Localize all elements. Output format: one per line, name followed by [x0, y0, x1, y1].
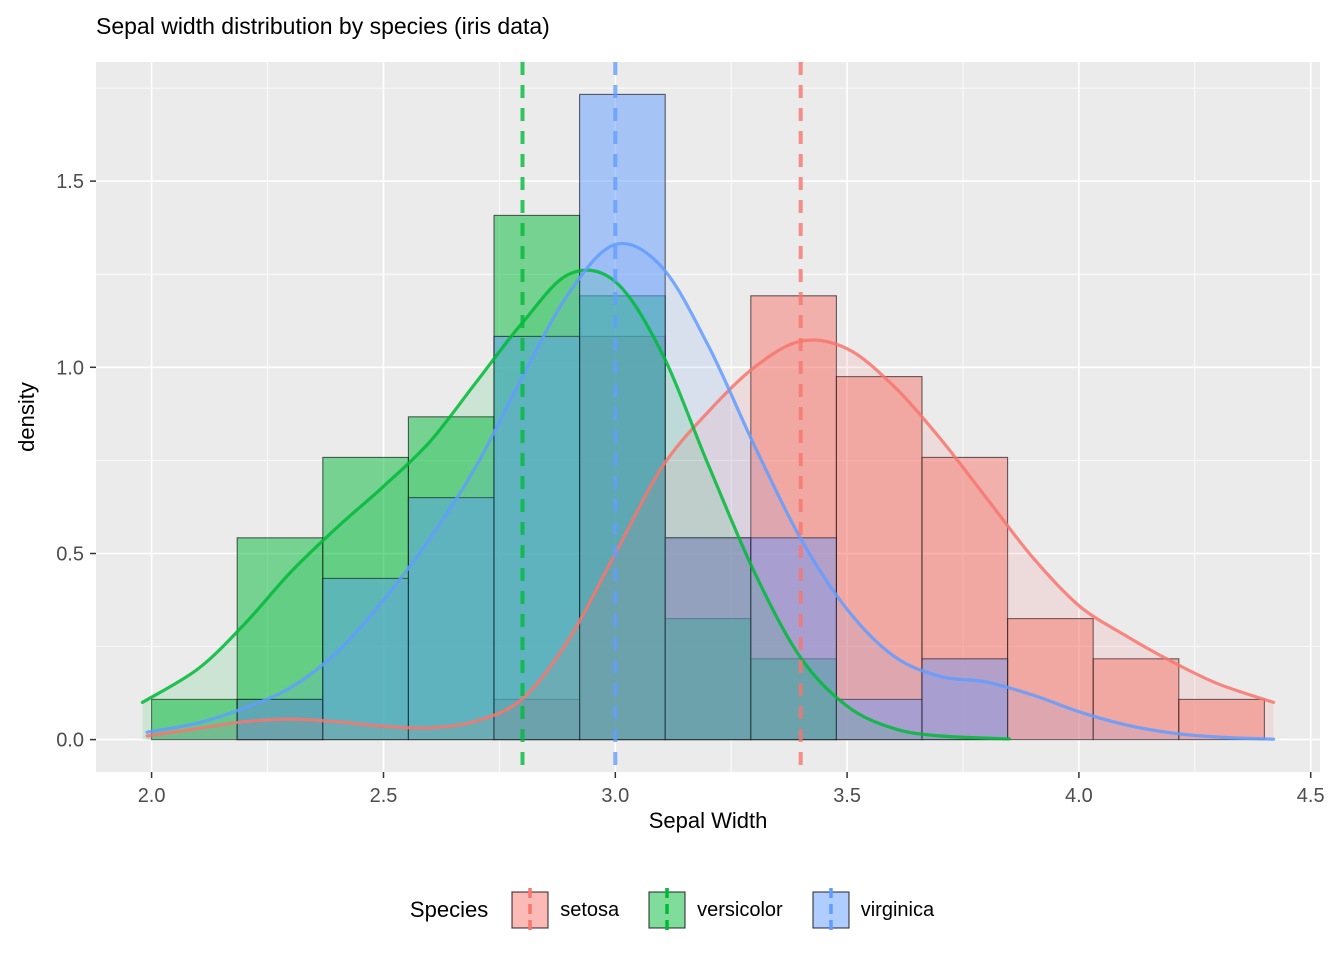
legend-item-versicolor: versicolor [647, 887, 783, 933]
legend-label: virginica [860, 898, 935, 921]
legend-label: setosa [560, 898, 620, 921]
y-tick-label: 1.0 [56, 357, 84, 379]
legend-items: setosa versicolor virginica [510, 887, 934, 933]
x-tick-label: 3.0 [601, 785, 629, 807]
legend: Species setosa versicolor virginica [0, 880, 1344, 940]
x-tick-label: 3.5 [833, 785, 861, 807]
density-fill-versicolor [142, 270, 1010, 740]
chart-title: Sepal width distribution by species (iri… [96, 13, 550, 39]
y-tick-label: 0.5 [56, 544, 84, 566]
legend-key-swatch-virginica [812, 888, 850, 932]
histogram-bar-virginica [322, 577, 409, 741]
histogram-bar-virginica [921, 658, 1009, 741]
legend-key-swatch-setosa [511, 888, 549, 932]
y-axis-title: density [14, 382, 39, 452]
legend-title: Species [409, 897, 489, 922]
density-fill-virginica [147, 243, 1274, 740]
x-tick-label: 4.5 [1297, 785, 1325, 807]
x-axis-title: Sepal Width [648, 808, 768, 833]
legend-label: versicolor [697, 898, 783, 921]
x-tick-label: 2.0 [138, 785, 166, 807]
x-tick-label: 4.0 [1065, 785, 1093, 807]
histogram-bar-setosa [1178, 698, 1265, 741]
legend-key-swatch-versicolor [648, 888, 686, 932]
density-curve-virginica [145, 241, 1276, 741]
histogram-bar-virginica [664, 537, 752, 741]
histogram-bar-virginica [407, 497, 495, 741]
x-tick-label: 2.5 [370, 785, 398, 807]
density-curve-versicolor [140, 268, 1011, 741]
histogram-bar-virginica [579, 93, 666, 741]
density-curve-setosa [145, 338, 1276, 738]
density-fill-setosa [147, 340, 1274, 740]
legend-item-setosa: setosa [510, 887, 619, 933]
histogram-bar-setosa [1007, 618, 1094, 741]
y-tick-label: 1.5 [56, 171, 84, 193]
legend-item-virginica: virginica [811, 887, 934, 933]
y-tick-label: 0.0 [56, 730, 84, 752]
